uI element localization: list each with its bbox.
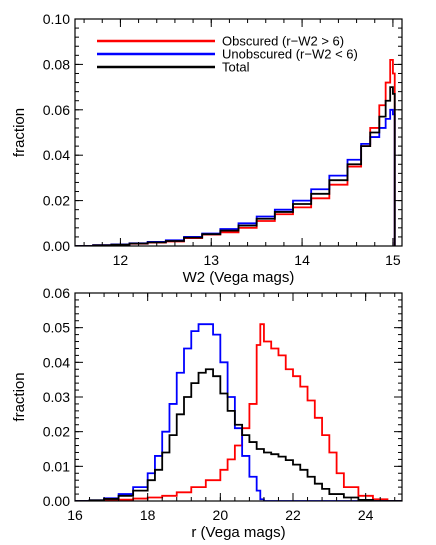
series-line-1 bbox=[75, 323, 402, 501]
x-tick-label: 13 bbox=[203, 252, 219, 268]
x-tick-label: 14 bbox=[294, 252, 310, 268]
y-axis-label: fraction bbox=[11, 372, 28, 421]
top-panel-w2-histogram: 12 13 14 15 0.00 0.02 0.04 0.06 0.08 0.10 W2 (Vega… bbox=[11, 11, 403, 286]
series-line-2 bbox=[75, 368, 402, 501]
y-tick-label: 0.02 bbox=[43, 193, 70, 209]
y-tick-label: 0.06 bbox=[43, 102, 70, 118]
bottom-panel-r-histogram: 16 18 20 22 24 0.00 0.01 0.02 0.03 0.04 0.05 0.06 r … bbox=[11, 285, 403, 541]
y-tick-label: 0.10 bbox=[43, 11, 70, 27]
series-line-0 bbox=[75, 58, 396, 246]
legend-entry: Unobscured (r−W2 < 6) bbox=[222, 47, 358, 62]
y-tick-label: 0.03 bbox=[43, 389, 70, 405]
y-axis-label: fraction bbox=[11, 108, 28, 157]
y-tick-label: 0.04 bbox=[43, 354, 70, 370]
series-line-0 bbox=[75, 323, 402, 501]
y-tick-label: 0.08 bbox=[43, 56, 70, 72]
y-tick-label: 0.05 bbox=[43, 320, 70, 336]
plot-area bbox=[75, 58, 396, 246]
legend-entry: Obscured (r−W2 > 6) bbox=[222, 34, 344, 49]
x-axis-label: W2 (Vega mags) bbox=[183, 269, 295, 286]
x-tick-label: 15 bbox=[385, 252, 401, 268]
legend-entry: Total bbox=[222, 60, 250, 75]
y-tick-label: 0.02 bbox=[43, 424, 70, 440]
x-tick-label: 18 bbox=[140, 507, 156, 523]
y-tick-label: 0.01 bbox=[43, 458, 70, 474]
y-tick-label: 0.06 bbox=[43, 285, 70, 301]
axes-frame bbox=[74, 292, 403, 502]
y-tick-label: 0.00 bbox=[43, 493, 70, 509]
legend: Obscured (r−W2 > 6)Unobscured (r−W2 < 6)… bbox=[97, 34, 358, 75]
axes-frame bbox=[74, 18, 403, 247]
y-tick-label: 0.04 bbox=[43, 147, 70, 163]
x-tick-label: 22 bbox=[285, 507, 301, 523]
x-axis-label: r (Vega mags) bbox=[191, 524, 285, 541]
x-tick-label: 16 bbox=[67, 507, 83, 523]
plot-area bbox=[75, 323, 402, 501]
x-tick-label: 12 bbox=[113, 252, 129, 268]
series-line-2 bbox=[75, 86, 396, 246]
x-tick-label: 24 bbox=[358, 507, 374, 523]
x-tick-label: 20 bbox=[213, 507, 229, 523]
y-tick-label: 0.00 bbox=[43, 238, 70, 254]
